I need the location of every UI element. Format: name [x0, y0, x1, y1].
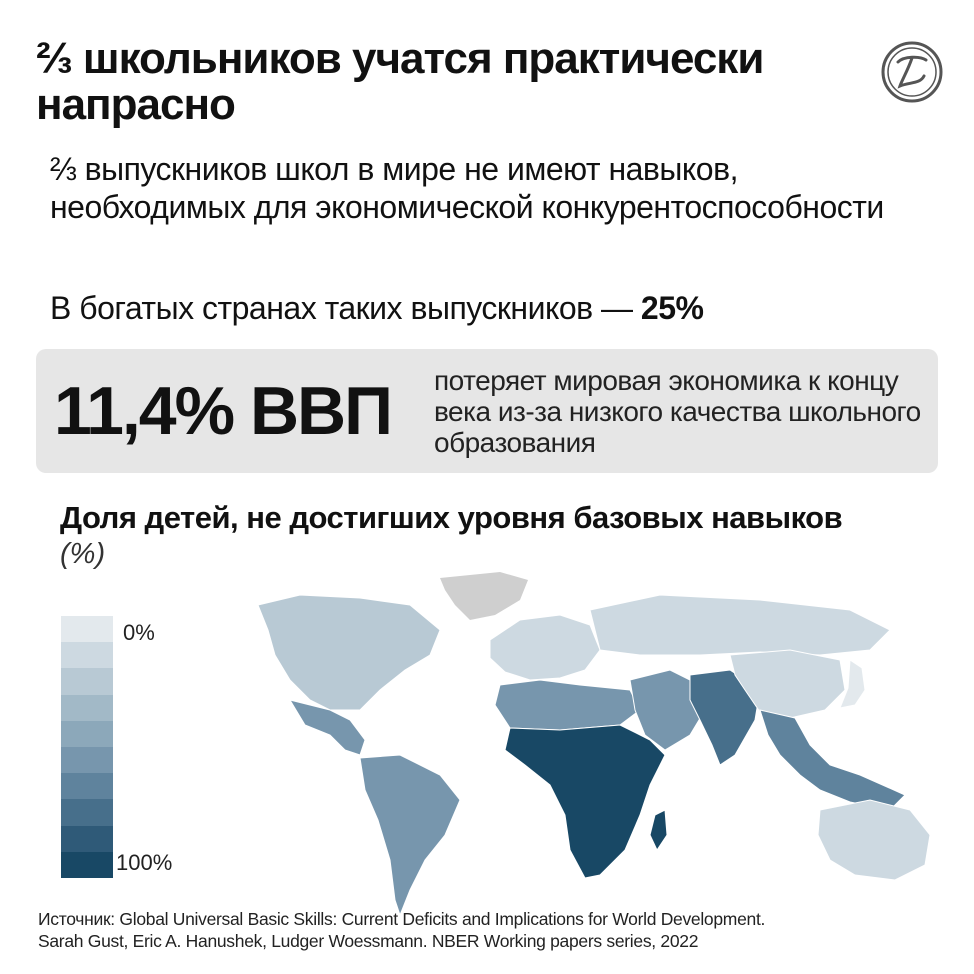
map-title: Доля детей, не достигших уровня базовых … — [60, 500, 843, 535]
page-title: ⅔ школьников учатся практически напрасно — [36, 34, 764, 129]
map-legend — [61, 616, 113, 878]
rich-countries-value: 25% — [640, 290, 704, 326]
world-map — [257, 572, 931, 917]
region-central-america — [288, 699, 366, 756]
legend-step-4 — [61, 694, 113, 721]
source-line-2: Sarah Gust, Eric A. Hanushek, Ludger Woe… — [38, 931, 699, 951]
region-china — [729, 649, 846, 719]
legend-step-3 — [61, 668, 113, 695]
lead-text: ⅔ выпускников школ в мире не имеют навык… — [50, 151, 884, 225]
region-south-america — [359, 754, 461, 917]
source-note: Источник: Global Universal Basic Skills:… — [38, 908, 958, 952]
region-europe — [489, 614, 601, 681]
region-greenland — [440, 572, 528, 620]
rich-countries-text: В богатых странах таких выпускников — 25… — [50, 288, 930, 328]
legend-step-5 — [61, 720, 113, 747]
legend-step-9 — [61, 825, 113, 852]
region-madagascar — [649, 809, 668, 852]
region-australia — [817, 799, 931, 881]
legend-step-10 — [61, 851, 113, 878]
gdp-loss-description: потеряет мировая экономика к концу века … — [434, 365, 921, 458]
rich-countries-label: В богатых странах таких выпускников — — [50, 290, 641, 326]
legend-step-2 — [61, 642, 113, 669]
legend-step-7 — [61, 773, 113, 800]
region-north-america — [257, 594, 441, 711]
region-russia — [589, 594, 891, 656]
gdp-loss-value: 11,4% ВВП — [54, 373, 393, 449]
legend-min-label: 0% — [123, 620, 155, 645]
map-unit: (%) — [60, 538, 106, 570]
legend-step-8 — [61, 799, 113, 826]
legend-step-6 — [61, 746, 113, 774]
source-line-1: Источник: Global Universal Basic Skills:… — [38, 909, 766, 929]
legend-step-1 — [61, 616, 113, 643]
region-sub-saharan-africa — [504, 724, 666, 879]
region-southeast-asia — [759, 709, 906, 811]
publisher-logo-icon — [881, 41, 943, 103]
region-middle-east — [629, 669, 706, 751]
region-north-africa — [494, 679, 641, 731]
gdp-banner: 11,4% ВВП потеряет мировая экономика к к… — [36, 349, 938, 473]
region-japan — [839, 659, 866, 709]
legend-max-label: 100% — [116, 850, 173, 875]
